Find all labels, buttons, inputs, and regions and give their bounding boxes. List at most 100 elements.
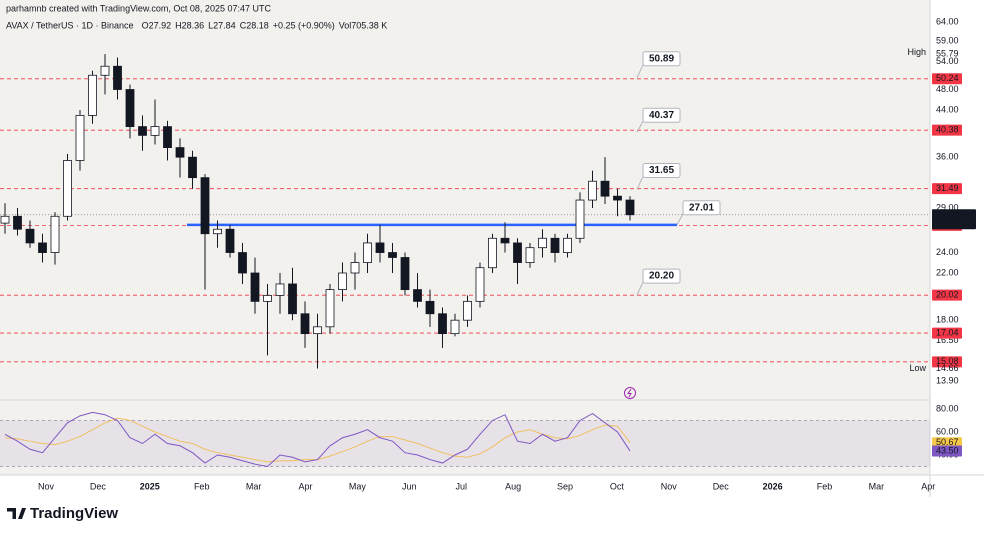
y-tick-label: 36.00 [936,152,959,162]
callout-box [642,268,681,284]
level-badge [932,327,962,339]
callout-label: 40.37 [649,110,674,121]
candle-body [488,237,497,269]
low-label: Low [909,363,926,373]
candle-body [325,289,335,328]
candle-body [513,242,522,263]
callout-leader [636,176,644,190]
callout-box [642,51,681,67]
candle-body [613,195,622,201]
callout-leader [636,121,644,133]
candle-body [138,126,147,136]
rsi-tick-label: 60.00 [936,426,959,436]
credit: parhamnb created with TradingView.com, O… [6,3,271,13]
x-tick-label: Dec [713,481,730,491]
candle-body [275,283,285,296]
candle-body [625,199,635,216]
candle-body [188,156,197,179]
legend-text: L [208,20,213,30]
candle-body [38,242,47,253]
candle-body [388,252,397,258]
rsi-tick-label: 80.00 [936,403,959,413]
candle-body [88,74,97,116]
callout-label: 31.65 [649,165,674,176]
candle-body [200,177,210,235]
callout-box [642,107,681,123]
candle-body [100,65,110,76]
x-tick-label: Dec [90,481,107,491]
x-tick-label: Nov [38,481,55,491]
level-badge [932,124,962,136]
y-tick-label: 29.00 [936,202,959,212]
level-label: 15.08 [936,356,959,366]
y-tick-label: 48.00 [936,84,959,94]
level-label: 17.04 [936,327,959,337]
x-tick-label: Nov [661,481,678,491]
callout-leader [676,213,684,225]
alert-icon[interactable] [624,387,636,399]
candle-body [425,300,435,315]
y-tick-label: 24.00 [936,247,959,257]
y-tick-label: 44.00 [936,104,959,114]
callout-label: 27.01 [689,202,714,213]
candle-body [213,228,222,235]
candle-body [375,242,385,253]
alert-icon-bolt [627,388,632,398]
level-badge [932,356,962,368]
level-label: 31.49 [936,183,959,193]
candle-body [288,283,297,315]
candle-body [75,115,85,161]
x-tick-label: Feb [817,481,833,491]
candle-body [313,326,322,335]
callout-box [682,200,721,216]
legend-text: 27.84 [213,20,236,30]
callout-leader [636,281,644,296]
x-tick-label: May [349,481,367,491]
last-price-badge [932,209,976,230]
x-tick-label: Jun [402,481,417,491]
candle-body [225,228,235,253]
y-tick-label: 13.90 [936,375,959,385]
candle-body [550,237,560,253]
candle-body [500,237,510,244]
candle-body [600,180,610,197]
y-tick-label: 59.00 [936,35,959,45]
legend-text: AVAX / TetherUS · 1D · Binance [6,20,134,30]
x-tick-label: Mar [246,481,262,491]
candle-body [475,267,485,302]
level-label: 50.24 [936,73,959,83]
y-tick-label: 18.00 [936,315,959,325]
x-tick-label: Oct [610,481,625,491]
candle-body [575,199,585,239]
candle-body [125,89,135,128]
candle-body [525,247,535,263]
candle-body [400,257,410,291]
countdown: 16:12:12 [936,218,971,228]
candle-body [463,300,472,321]
low-value: 14.66 [936,363,959,373]
x-tick-label: Apr [298,481,312,491]
rsi-line [4,411,631,468]
candle-body [263,295,272,302]
x-tick-label: Apr [921,481,935,491]
candle-body [113,65,122,90]
candle-body [13,215,22,230]
rsi-badge [932,445,962,457]
x-tick-label: Sep [557,481,573,491]
candle-body [300,313,310,335]
legend-text: H [175,20,182,30]
legend-text: 705.38 K [351,20,387,30]
candle-body [563,237,572,253]
callout-box [642,162,681,178]
y-tick-label: 16.50 [936,335,959,345]
candle-body [25,228,35,244]
time-axis-bg [0,475,984,497]
y-tick-label: 64.00 [936,16,959,26]
rsi-band [0,420,930,467]
candle-body [350,262,360,274]
x-tick-label: Aug [505,481,521,491]
x-tick-label: Mar [869,481,885,491]
legend-text: Vol [339,20,352,30]
high-label: High [907,47,926,57]
candle-body [163,126,172,148]
